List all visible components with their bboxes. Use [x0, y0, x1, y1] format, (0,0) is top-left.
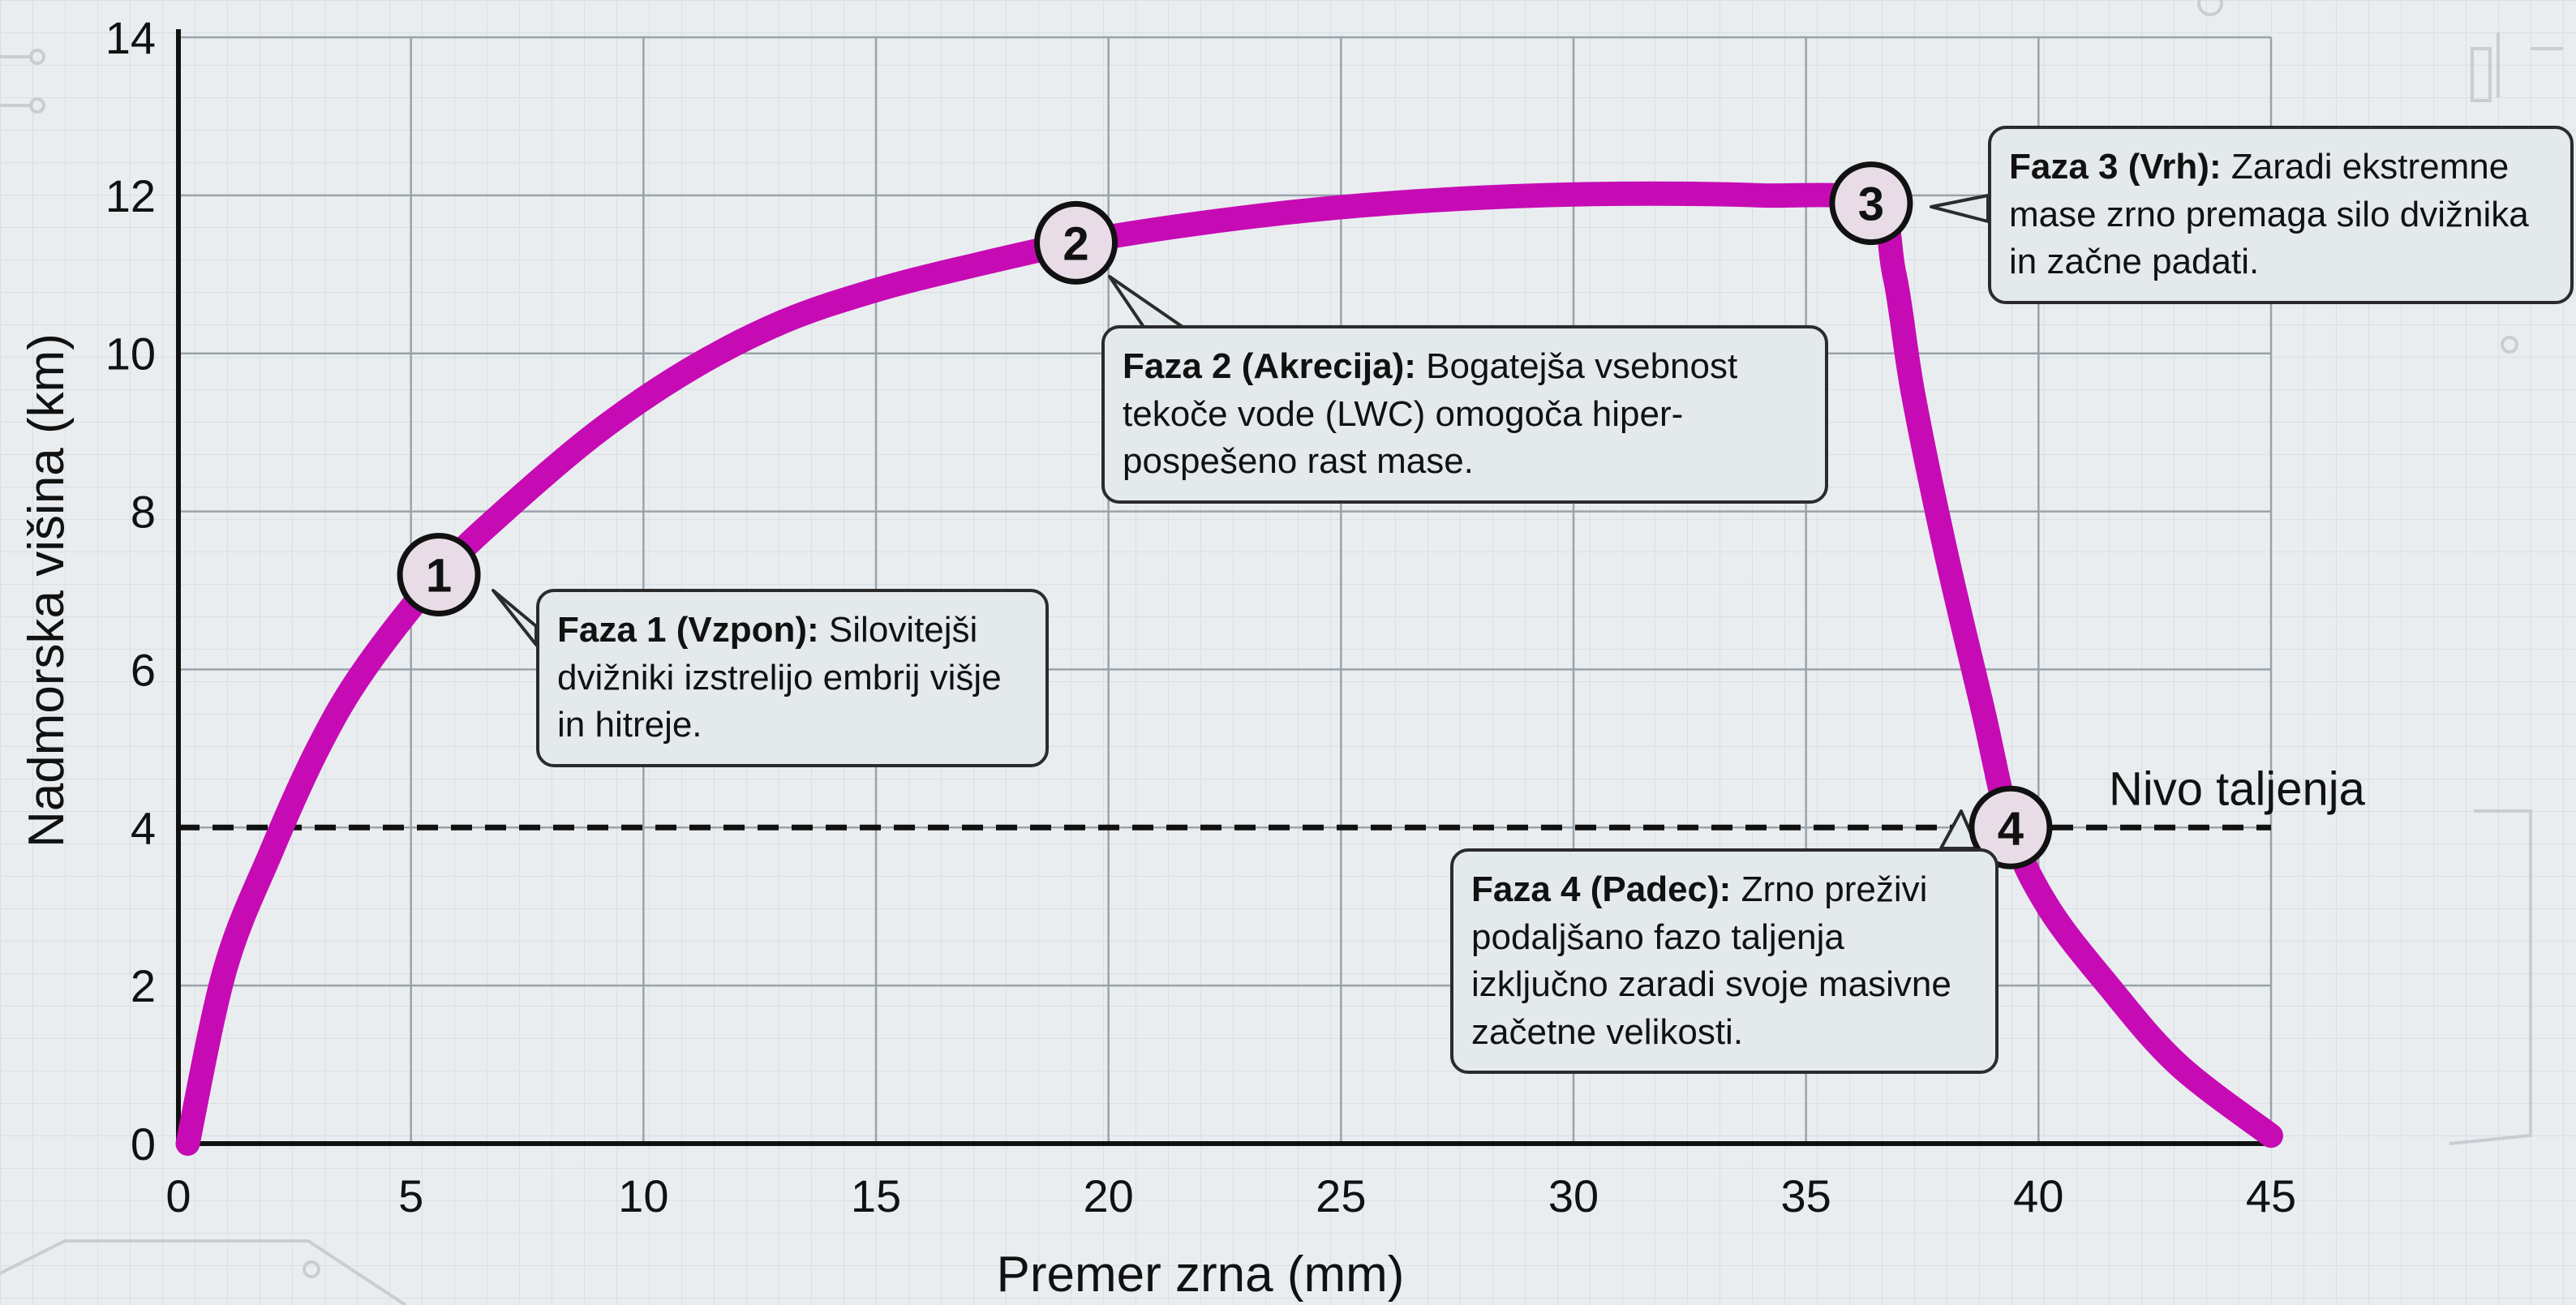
series-layer: [175, 181, 2283, 1156]
x-tick-label: 45: [2246, 1170, 2296, 1221]
x-tick-label: 0: [165, 1170, 191, 1221]
y-axis-title: Nadmorska višina (km): [19, 333, 75, 848]
y-tick-label: 4: [131, 802, 156, 853]
x-tick-label: 30: [1548, 1170, 1599, 1221]
y-tick-label: 14: [105, 12, 156, 63]
phase-marker-circle: [1829, 161, 1913, 246]
x-tick-label: 10: [618, 1170, 668, 1221]
x-tick-label: 25: [1316, 1170, 1366, 1221]
x-tick-label: 35: [1781, 1170, 1831, 1221]
y-tick-label: 2: [131, 960, 156, 1011]
y-tick-label: 12: [105, 170, 156, 221]
axes: [176, 29, 2271, 1146]
y-tick-label: 10: [105, 328, 156, 380]
x-axis-title: Premer zrna (mm): [997, 1247, 1405, 1303]
x-tick-label: 20: [1084, 1170, 1134, 1221]
phase-marker-circle: [1034, 200, 1118, 285]
phase-2-callout: Faza 2 (Akrecija): Bogatejša vsebnost te…: [1101, 325, 1828, 504]
y-tick-label: 8: [131, 487, 156, 538]
x-tick-label: 5: [398, 1170, 423, 1221]
phase-4-text: Zrno preživi podaljšano fazo taljenja iz…: [1471, 869, 1951, 1052]
y-tick-label: 0: [131, 1118, 156, 1170]
phase-marker-circle: [1968, 785, 2053, 869]
phase-1-callout: Faza 1 (Vzpon): Silovitejši dvižniki izs…: [536, 589, 1049, 767]
phase-marker-label: 2: [1063, 217, 1088, 270]
phase-markers: 1 2 3 4: [397, 161, 2053, 869]
phase-3-text: Zaradi ekstremne mase zrno premaga silo …: [2009, 147, 2529, 282]
phase-1-text: Silovitejši dvižniki izstrelijo embrij v…: [557, 610, 1002, 745]
phase-3-title: Faza 3 (Vrh):: [2009, 147, 2222, 187]
x-tick-label: 40: [2013, 1170, 2063, 1221]
phase-1-title: Faza 1 (Vzpon):: [557, 610, 819, 650]
phase-4-callout: Faza 4 (Padec): Zrno preživi podaljšano …: [1450, 848, 1999, 1075]
series-line: [175, 181, 2283, 1156]
phase-4-title: Faza 4 (Padec):: [1471, 869, 1732, 909]
phase-marker-label: 1: [426, 550, 452, 603]
phase-marker-circle: [397, 533, 481, 617]
phase-3-callout: Faza 3 (Vrh): Zaradi ekstremne mase zrno…: [1988, 126, 2574, 304]
melting-level-line: Nivo taljenja: [178, 762, 2366, 831]
reference-line-label: Nivo taljenja: [2109, 762, 2366, 815]
phase-2-text: Bogatejša vsebnost tekoče vode (LWC) omo…: [1123, 346, 1738, 482]
phase-marker-label: 3: [1858, 178, 1884, 231]
x-tick-label: 15: [851, 1170, 901, 1221]
phase-marker-label: 4: [1998, 802, 2024, 855]
y-tick-label: 6: [131, 644, 156, 695]
phase-2-title: Faza 2 (Akrecija):: [1123, 346, 1416, 386]
